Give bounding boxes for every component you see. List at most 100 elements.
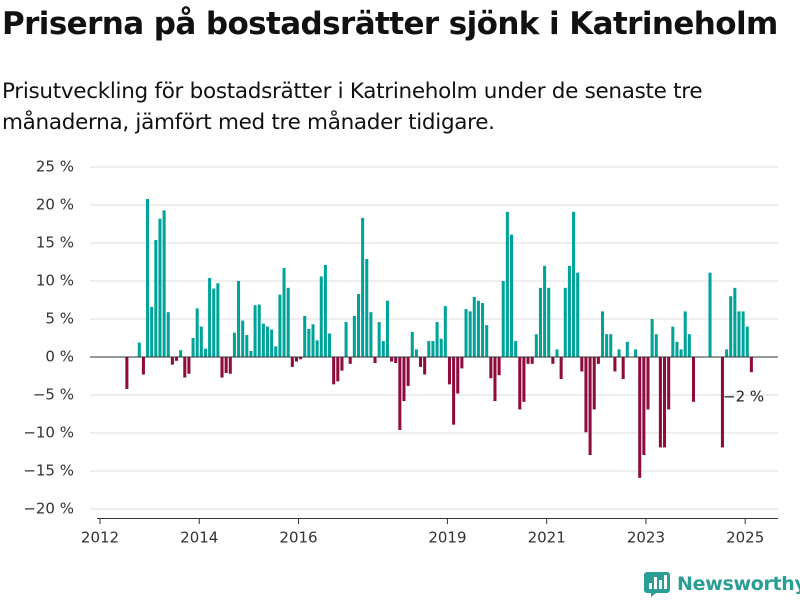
- bar: [646, 357, 650, 410]
- bar: [501, 281, 505, 357]
- bar: [245, 334, 249, 357]
- bar: [328, 333, 332, 357]
- bar: [377, 322, 381, 357]
- bar: [137, 342, 141, 357]
- bar: [373, 357, 377, 364]
- bar: [170, 357, 174, 365]
- bar: [671, 326, 675, 357]
- bar: [228, 357, 232, 374]
- bar: [344, 322, 348, 357]
- brand-name: Newsworthy: [677, 573, 800, 595]
- page-title: Priserna på bostadsrätter sjönk i Katrin…: [2, 6, 778, 42]
- bar: [638, 357, 642, 478]
- bar: [174, 357, 179, 361]
- bar: [220, 357, 224, 378]
- bar: [162, 210, 166, 357]
- gridlines: [90, 166, 778, 510]
- bar: [340, 357, 344, 371]
- bar: [584, 357, 588, 433]
- bar: [576, 272, 580, 357]
- bar: [609, 334, 613, 357]
- bar: [493, 357, 497, 402]
- bar: [241, 320, 245, 357]
- bar: [294, 357, 298, 362]
- x-tick-label: 2025: [726, 529, 764, 547]
- bar: [332, 357, 336, 385]
- bar: [410, 331, 414, 357]
- bar: [679, 349, 683, 357]
- bar: [559, 357, 563, 380]
- bar: [687, 334, 691, 357]
- newsworthy-brand: Newsworthy: [644, 567, 800, 601]
- x-tick-label: 2012: [81, 529, 119, 547]
- bar: [588, 357, 592, 456]
- bar: [216, 283, 220, 357]
- bar: [547, 287, 551, 357]
- bar: [596, 357, 600, 364]
- bar: [319, 276, 323, 357]
- bar: [551, 357, 555, 364]
- bar: [187, 357, 191, 374]
- bar: [481, 303, 485, 357]
- bar: [522, 357, 526, 402]
- y-tick-label: 20 %: [36, 196, 74, 214]
- bar: [485, 325, 489, 357]
- bar: [526, 357, 530, 364]
- bar: [166, 312, 170, 357]
- bar: [249, 350, 253, 357]
- latest-value-annotation: −2 %: [723, 388, 764, 406]
- bar: [398, 357, 402, 430]
- bar: [352, 315, 356, 357]
- y-axis-labels: 25 % 20 % 15 % 10 % 5 % 0 % −5 % −10 % −15 % −20 …: [23, 158, 74, 518]
- bar: [489, 357, 493, 379]
- bar: [315, 340, 319, 357]
- bar: [654, 334, 658, 357]
- bar: [745, 326, 749, 357]
- y-tick-label: −5 %: [33, 386, 74, 404]
- bar: [286, 287, 290, 357]
- x-tick-label: 2014: [180, 529, 218, 547]
- bar: [530, 357, 534, 364]
- bar: [435, 322, 439, 357]
- bar: [253, 305, 257, 357]
- bar: [274, 346, 278, 357]
- bar: [452, 357, 456, 425]
- bar: [729, 296, 733, 357]
- bar: [369, 312, 373, 357]
- bar: [476, 300, 480, 357]
- bar: [270, 329, 274, 357]
- bar: [179, 350, 183, 357]
- y-tick-label: −20 %: [23, 500, 74, 518]
- bar: [394, 357, 398, 364]
- bar: [737, 311, 741, 357]
- bar: [146, 198, 150, 357]
- bar: [538, 287, 542, 357]
- bar-chart-logo-icon: [644, 572, 670, 597]
- bar: [534, 334, 538, 357]
- bar: [634, 349, 638, 357]
- bar: [141, 357, 145, 375]
- bar: [741, 311, 745, 357]
- bar: [208, 277, 212, 357]
- bar: [348, 357, 352, 364]
- x-tick-label: 2021: [528, 529, 566, 547]
- y-tick-label: −10 %: [23, 424, 74, 442]
- bar: [150, 306, 154, 357]
- bar: [625, 341, 629, 357]
- bar: [497, 357, 501, 376]
- y-tick-label: 0 %: [45, 348, 74, 366]
- bar: [460, 357, 464, 369]
- y-tick-label: −15 %: [23, 462, 74, 480]
- bar: [203, 348, 207, 357]
- bar: [381, 341, 385, 357]
- bar: [518, 357, 522, 410]
- page-subtitle: Prisutveckling för bostadsrätter i Katri…: [2, 79, 703, 135]
- bar: [212, 288, 216, 357]
- bar: [456, 357, 460, 394]
- bar: [278, 294, 282, 357]
- x-tick-label: 2023: [627, 529, 665, 547]
- bar: [621, 357, 625, 380]
- bar: [443, 306, 447, 357]
- bar: [720, 357, 724, 448]
- bar: [307, 328, 311, 357]
